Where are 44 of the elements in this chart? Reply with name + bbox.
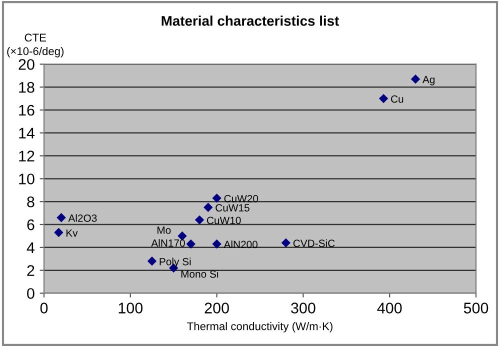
y-tick-label: 10 — [19, 174, 34, 184]
point — [378, 94, 388, 104]
annotation: Mono Si — [181, 270, 218, 278]
annotation: AlN170 — [151, 239, 185, 247]
annotation: Mo — [158, 226, 171, 234]
y-tick-label: 4 — [26, 242, 35, 253]
y-tick-label: 20 — [18, 59, 34, 70]
x-tick-label: 300 — [291, 302, 316, 314]
annotation: AlN200 — [224, 240, 258, 248]
y-tick-label: 12 — [19, 150, 34, 162]
y-tick-label: 8 — [27, 196, 34, 208]
point — [281, 238, 291, 248]
annotation: CuW10 — [206, 216, 241, 224]
x-tick-label: 500 — [464, 302, 488, 314]
point — [54, 228, 64, 238]
point — [204, 202, 213, 212]
annotation: Ag — [422, 76, 435, 86]
x-tick-label: 400 — [377, 302, 402, 314]
chart-title: Material characteristics list — [162, 16, 339, 26]
x-tick-label: 0 — [40, 302, 48, 314]
point — [194, 215, 204, 225]
x-tick-label: 200 — [204, 302, 229, 314]
x-tick-label: 100 — [118, 302, 143, 314]
point — [186, 239, 196, 249]
y-tick-label: 16 — [19, 104, 34, 116]
y-tick-label: 6 — [27, 219, 34, 230]
y-tick-label: 14 — [19, 128, 35, 138]
y-tick-label: 2 — [27, 265, 34, 276]
point — [212, 194, 222, 203]
point — [56, 213, 66, 222]
annotation: CVD-SiC — [293, 239, 335, 248]
y-axis-title: CTE (×10-6/deg) — [7, 34, 64, 58]
y-tick-label: 0 — [27, 288, 34, 299]
annotation: Poly Si — [160, 258, 191, 268]
point — [212, 239, 222, 249]
point — [410, 74, 420, 84]
annotation: Al2O3 — [68, 214, 97, 222]
point — [147, 256, 157, 266]
annotation: Cu — [391, 95, 404, 103]
y-tick-label: 18 — [19, 82, 34, 93]
annotation: CuW15 — [216, 204, 250, 212]
annotation: Kv — [66, 229, 78, 237]
annotation: CuW20 — [224, 194, 258, 202]
x-axis-title: Thermal conductivity (W/m·K) — [187, 322, 332, 332]
